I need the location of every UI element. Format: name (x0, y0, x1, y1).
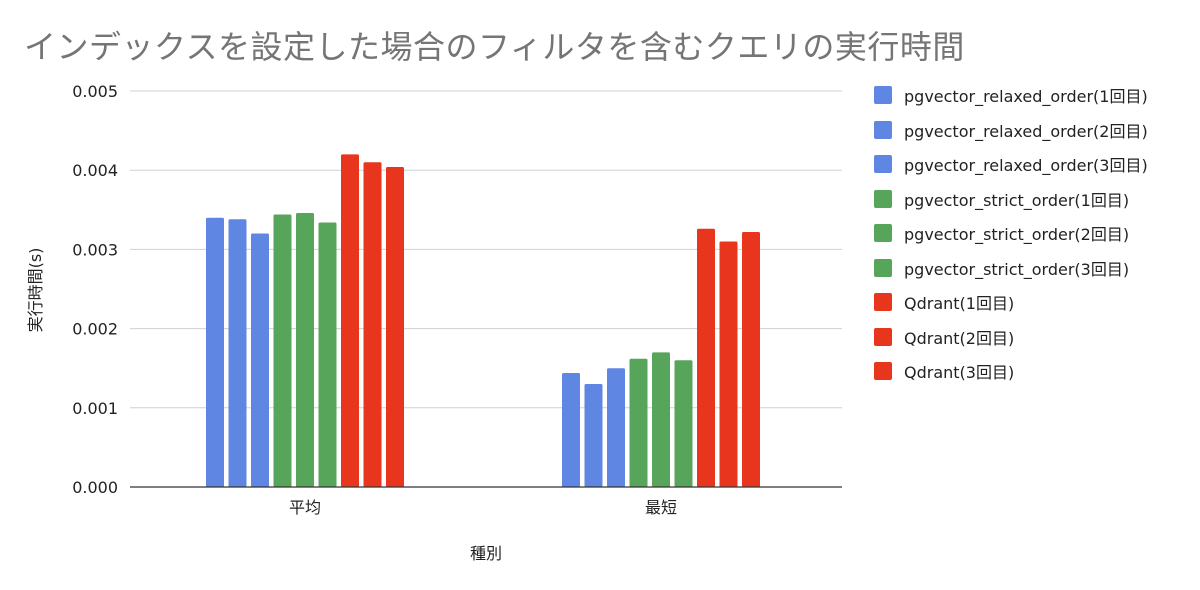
legend-swatch (874, 189, 892, 208)
bar (697, 228, 715, 488)
legend-label: pgvector_relaxed_order(1回目) (904, 87, 1148, 107)
legend-label: pgvector_relaxed_order(3回目) (904, 156, 1148, 176)
bar (273, 214, 292, 487)
legend-item: pgvector_relaxed_order(3回目) (874, 147, 1194, 182)
chart-legend: pgvector_relaxed_order(1回目) pgvector_rela… (874, 78, 1194, 389)
y-tick-label: 0.003 (72, 240, 118, 259)
bar (584, 384, 603, 487)
legend-item: Qdrant(3回目) (874, 354, 1194, 389)
bar (296, 212, 314, 487)
legend-swatch (874, 362, 892, 381)
bar (228, 219, 247, 487)
legend-label: Qdrant(1回目) (904, 294, 1015, 314)
bar-chart: 0.000 0.001 0.002 0.003 0.004 0.005 平均 最短 (72, 82, 842, 517)
bar (629, 358, 648, 487)
bar (562, 372, 580, 487)
y-tick-label: 0.004 (72, 161, 118, 180)
y-axis-title: 実行時間(s) (26, 247, 45, 333)
legend-label: pgvector_strict_order(2回目) (904, 225, 1130, 245)
bar (719, 241, 738, 487)
legend-swatch (874, 86, 892, 105)
legend-swatch (874, 258, 892, 277)
legend-swatch (874, 120, 892, 139)
x-axis-title: 種別 (469, 544, 502, 563)
legend-label: pgvector_strict_order(3回目) (904, 259, 1130, 279)
chart-title: インデックスを設定した場合のフィルタを含むクエリの実行時間 (24, 28, 965, 66)
bar (206, 217, 224, 487)
legend-label: pgvector_strict_order(1回目) (904, 190, 1130, 210)
legend-item: pgvector_relaxed_order(2回目) (874, 113, 1194, 148)
legend-item: pgvector_strict_order(3回目) (874, 251, 1194, 286)
legend-item: pgvector_relaxed_order(1回目) (874, 78, 1194, 113)
legend-swatch (874, 155, 892, 174)
bar (363, 162, 382, 487)
y-tick-label: 0.005 (72, 82, 118, 101)
legend-swatch (874, 327, 892, 346)
bar (674, 360, 693, 487)
legend-swatch (874, 293, 892, 312)
bar (251, 233, 269, 487)
legend-swatch (874, 224, 892, 243)
bar (318, 222, 337, 488)
bar (607, 368, 625, 487)
y-tick-label: 0.002 (72, 320, 118, 339)
legend-item: Qdrant(2回目) (874, 320, 1194, 355)
bar (341, 154, 359, 488)
x-tick-label: 最短 (645, 498, 677, 517)
bar (652, 352, 670, 487)
y-tick-label: 0.000 (72, 478, 118, 497)
legend-label: Qdrant(3回目) (904, 363, 1015, 383)
bar (742, 231, 760, 487)
legend-label: Qdrant(2回目) (904, 328, 1015, 348)
legend-item: Qdrant(1回目) (874, 285, 1194, 320)
legend-item: pgvector_strict_order(2回目) (874, 216, 1194, 251)
y-tick-label: 0.001 (72, 399, 118, 418)
legend-item: pgvector_strict_order(1回目) (874, 182, 1194, 217)
x-tick-label: 平均 (289, 498, 321, 517)
legend-label: pgvector_relaxed_order(2回目) (904, 121, 1148, 141)
bar (386, 167, 404, 488)
